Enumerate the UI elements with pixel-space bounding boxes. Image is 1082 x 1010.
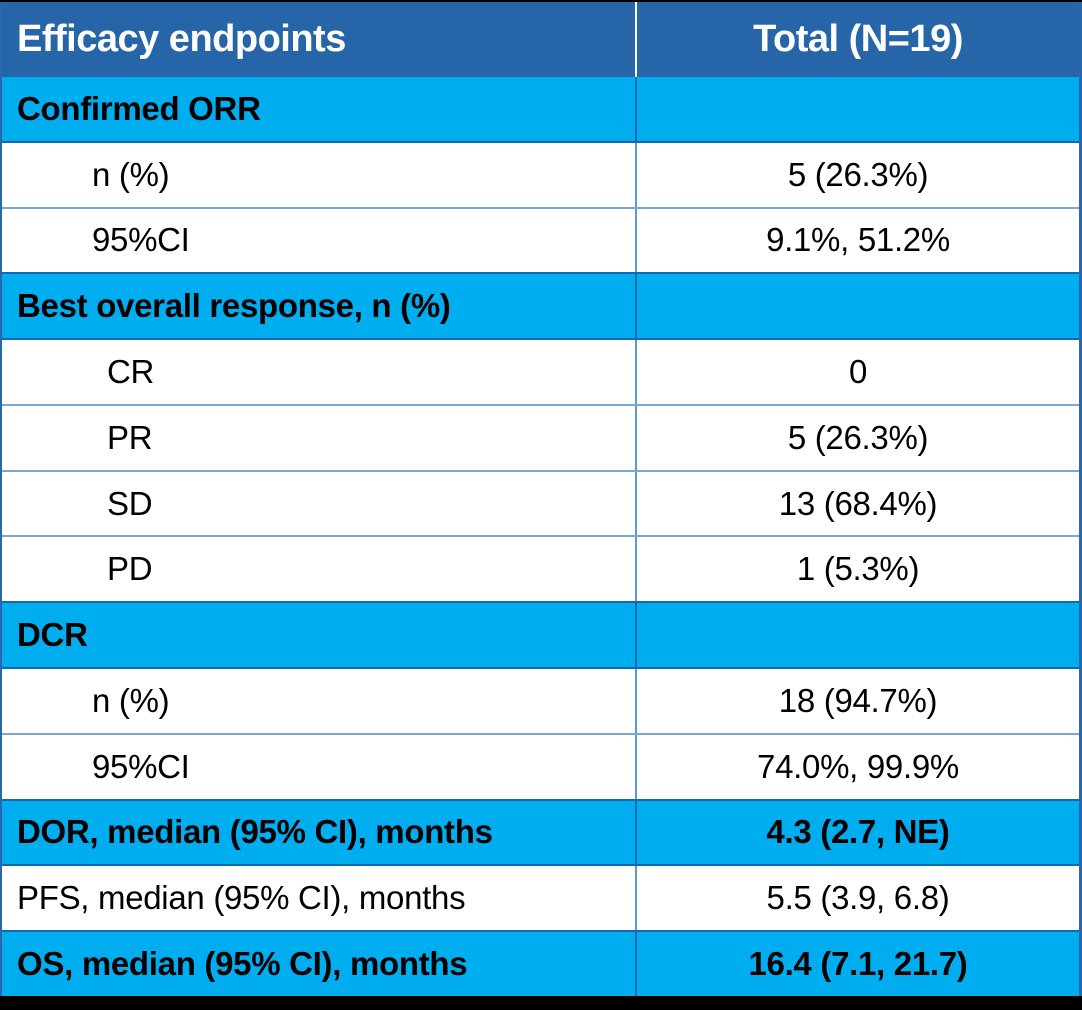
row-label: OS, median (95% CI), months	[2, 932, 637, 996]
row-value: 5 (26.3%)	[787, 418, 929, 456]
table-header-row: Efficacy endpoints Total (N=19)	[2, 2, 1079, 77]
row-value: 5 (26.3%)	[787, 155, 929, 193]
table-row: 95%CI 74.0%, 99.9%	[2, 732, 1079, 799]
row-value: 4.3 (2.7, NE)	[766, 813, 950, 851]
row-value	[637, 274, 1079, 338]
table-row: n (%) 5 (26.3%)	[2, 140, 1079, 207]
row-value: 13 (68.4%)	[778, 484, 938, 522]
row-label: Best overall response, n (%)	[2, 274, 637, 339]
table-row: Best overall response, n (%)	[2, 272, 1079, 339]
table-row: Confirmed ORR	[2, 77, 1079, 141]
row-label: PD	[2, 537, 637, 602]
row-value: 9.1%, 51.2%	[766, 221, 950, 259]
row-value: 5.5 (3.9, 6.8)	[766, 879, 950, 917]
table-row: PR 5 (26.3%)	[2, 403, 1079, 470]
row-label: 95%CI	[2, 208, 637, 273]
row-label: n (%)	[2, 669, 637, 733]
table-row: PD 1 (5.3%)	[2, 535, 1079, 602]
row-value: 16.4 (7.1, 21.7)	[748, 945, 968, 983]
row-label: n (%)	[2, 142, 637, 207]
row-label: PFS, median (95% CI), months	[2, 866, 637, 931]
table-row: OS, median (95% CI), months 16.4 (7.1, 21…	[2, 930, 1079, 996]
row-label: DCR	[2, 603, 637, 668]
row-value: 74.0%, 99.9%	[757, 747, 959, 785]
row-value: 18 (94.7%)	[778, 681, 938, 719]
table-body: Confirmed ORR n (%) 5 (26.3%) 95%CI 9.1%, 51…	[2, 77, 1079, 996]
row-label: SD	[2, 471, 637, 536]
table-row: n (%) 18 (94.7%)	[2, 667, 1079, 733]
table-row: DCR	[2, 601, 1079, 668]
table-row: SD 13 (68.4%)	[2, 469, 1079, 536]
table-row: CR 0	[2, 338, 1079, 404]
row-label: CR	[2, 340, 637, 404]
table-row: PFS, median (95% CI), months 5.5 (3.9, 6.…	[2, 864, 1079, 931]
row-value	[637, 77, 1079, 141]
row-label: 95%CI	[2, 734, 637, 799]
row-value	[637, 603, 1079, 667]
row-value: 0	[848, 353, 868, 391]
row-label: DOR, median (95% CI), months	[2, 800, 637, 865]
table-row: 95%CI 9.1%, 51.2%	[2, 206, 1079, 273]
row-label: Confirmed ORR	[2, 77, 637, 141]
row-label: PR	[2, 405, 637, 470]
header-efficacy-endpoints: Efficacy endpoints	[2, 2, 637, 77]
row-value: 1 (5.3%)	[796, 550, 920, 588]
table-row: DOR, median (95% CI), months 4.3 (2.7, NE…	[2, 798, 1079, 865]
header-total-n19: Total (N=19)	[753, 18, 963, 60]
